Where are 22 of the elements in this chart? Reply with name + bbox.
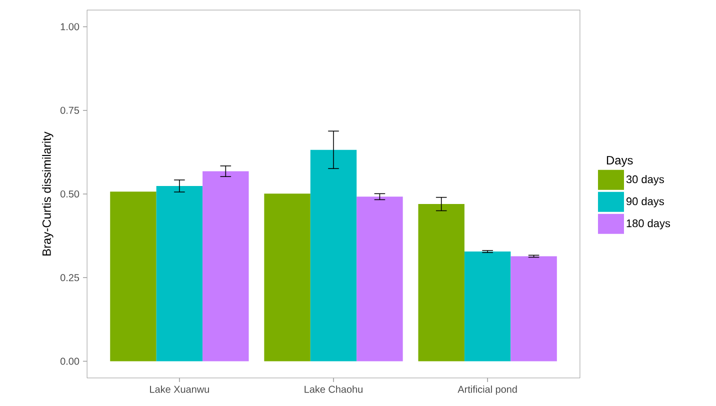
y-tick-label: 0.00: [60, 358, 80, 365]
bar: [418, 204, 464, 362]
legend-label: 90 days: [626, 197, 664, 208]
bar: [264, 194, 310, 362]
bar: [356, 196, 403, 362]
y-tick-label: 1.00: [60, 23, 80, 30]
bar: [110, 192, 156, 362]
bar: [510, 256, 557, 362]
x-tick-label: Lake Chaohu: [304, 386, 362, 393]
y-tick-label: 0.25: [60, 274, 80, 282]
bar: [310, 150, 357, 362]
bar: [464, 252, 511, 362]
bar: [156, 186, 203, 362]
y-axis-title: Bray-Curtis dissimilarity: [42, 132, 54, 256]
y-tick-label: 0.75: [60, 106, 80, 114]
x-tick-label: Artificial pond: [458, 386, 517, 395]
y-tick-label: 0.50: [60, 190, 80, 198]
bar: [202, 171, 249, 362]
legend-label: 180 days: [626, 219, 670, 230]
legend-title: Days: [606, 156, 633, 167]
legend-label: 30 days: [626, 175, 664, 186]
x-tick-label: Lake Xuanwu: [150, 386, 209, 393]
